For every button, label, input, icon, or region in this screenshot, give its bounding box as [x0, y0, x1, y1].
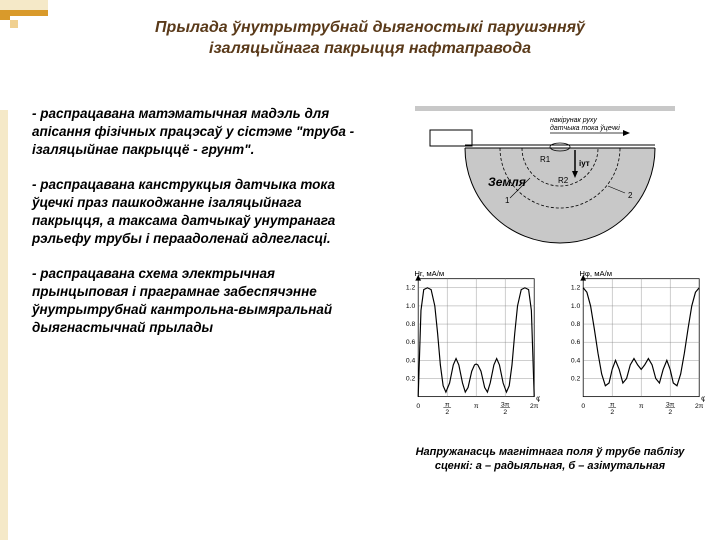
svg-text:0.2: 0.2 [571, 375, 581, 382]
title-line1: Прылада ўнутрытрубнай дыягностыкі парушэ… [155, 19, 585, 36]
figure-caption: Напружанасць магнітнага поля ў трубе паб… [400, 445, 700, 474]
svg-text:1.2: 1.2 [571, 285, 581, 292]
svg-text:2π: 2π [695, 403, 704, 410]
svg-text:iут: iут [579, 159, 590, 168]
svg-text:0: 0 [416, 403, 420, 410]
svg-text:1: 1 [505, 196, 510, 205]
svg-text:2: 2 [445, 409, 449, 416]
charts-row: 0.20.40.60.81.01.20π2π3π22πHr, мА/мφ, ра… [395, 265, 705, 425]
svg-text:2: 2 [668, 409, 672, 416]
svg-text:1.0: 1.0 [571, 303, 581, 310]
svg-text:0.6: 0.6 [571, 339, 581, 346]
svg-text:0.4: 0.4 [406, 357, 416, 364]
svg-text:π: π [474, 403, 479, 410]
svg-text:Hφ, мА/м: Hφ, мА/м [579, 269, 612, 278]
svg-text:0.6: 0.6 [406, 339, 416, 346]
svg-text:1.0: 1.0 [406, 303, 416, 310]
svg-text:Земля: Земля [488, 175, 526, 189]
title-line2: ізаляцыйнага пакрыцця нафтаправода [209, 40, 531, 57]
chart-a: 0.20.40.60.81.01.20π2π3π22πHr, мА/мφ, ра… [395, 265, 540, 420]
page-title: Прылада ўнутрытрубнай дыягностыкі парушэ… [60, 18, 680, 60]
chart-b: 0.20.40.60.81.01.20π2π3π22πHφ, мА/мφ, ра… [560, 265, 705, 420]
svg-text:2: 2 [628, 191, 633, 200]
svg-text:0.4: 0.4 [571, 357, 581, 364]
svg-text:датчыка тока ўцечкі: датчыка тока ўцечкі [550, 124, 620, 132]
paragraph-2: - распрацавана канструкцыя датчыка тока … [32, 176, 362, 249]
svg-text:2: 2 [610, 409, 614, 416]
corner-decoration [0, 0, 60, 32]
svg-text:2: 2 [503, 409, 507, 416]
svg-text:R1: R1 [540, 155, 551, 164]
svg-text:накірунак руху: накірунак руху [550, 116, 597, 124]
svg-text:φ, рад: φ, рад [701, 394, 705, 403]
pipe-diagram: Земля R1 R2 iут 1 2 накірунак рухудатчыка тока… [400, 98, 690, 248]
svg-text:R2: R2 [558, 176, 569, 185]
svg-text:0: 0 [581, 403, 585, 410]
svg-text:0.8: 0.8 [571, 321, 581, 328]
svg-text:φ, рад: φ, рад [536, 394, 540, 403]
paragraph-3: - распрацавана схема электрычная прынцып… [32, 265, 362, 338]
svg-text:1.2: 1.2 [406, 285, 416, 292]
svg-text:0.8: 0.8 [406, 321, 416, 328]
svg-text:0.2: 0.2 [406, 375, 416, 382]
body-text: - распрацавана матэматычная мадэль для а… [32, 105, 362, 353]
svg-text:π: π [639, 403, 644, 410]
paragraph-1: - распрацавана матэматычная мадэль для а… [32, 105, 362, 160]
side-decoration [0, 110, 8, 540]
svg-text:2π: 2π [530, 403, 539, 410]
